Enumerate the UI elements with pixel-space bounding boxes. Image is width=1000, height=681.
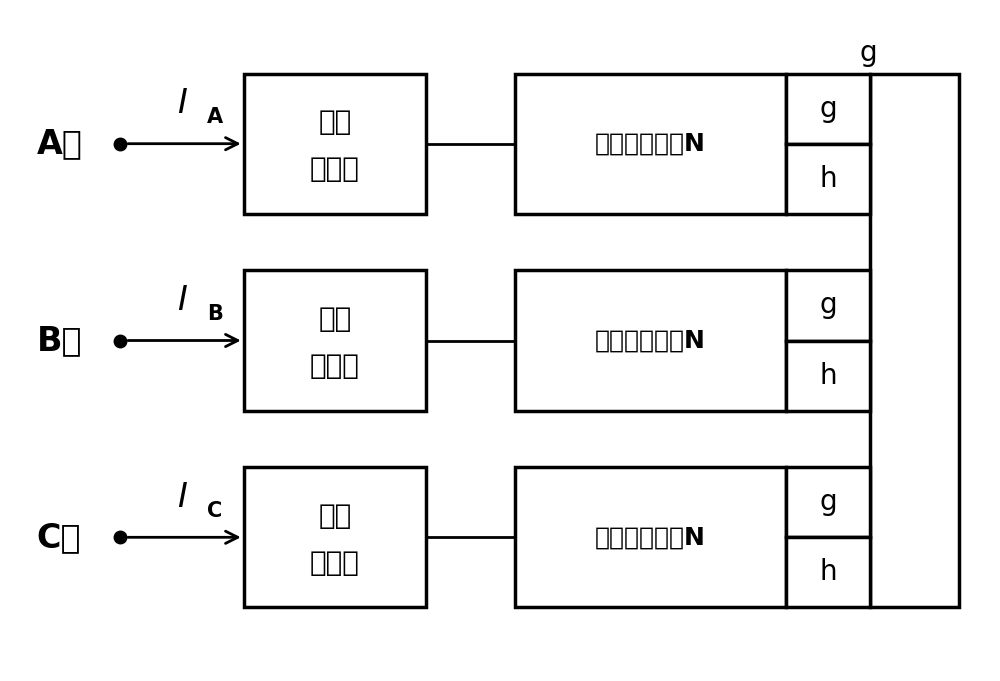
Text: g: g	[860, 39, 878, 67]
Text: A相: A相	[37, 127, 82, 160]
Text: $\mathit{I}$: $\mathit{I}$	[177, 87, 188, 121]
Bar	[870, 74, 959, 607]
Bar	[244, 270, 426, 411]
Bar	[786, 74, 870, 144]
Text: 滤波器: 滤波器	[310, 549, 360, 577]
Text: $\mathit{I}$: $\mathit{I}$	[177, 284, 188, 317]
Bar	[515, 270, 786, 411]
Text: B: B	[207, 304, 223, 324]
Text: g: g	[819, 488, 837, 516]
Text: 高频: 高频	[318, 502, 351, 530]
Bar	[244, 74, 426, 214]
Text: h: h	[819, 362, 837, 390]
Bar	[515, 74, 786, 214]
Text: C: C	[207, 501, 222, 520]
Text: 第二模块单元N: 第二模块单元N	[595, 525, 706, 550]
Bar	[786, 537, 870, 607]
Bar	[786, 270, 870, 340]
Text: h: h	[819, 165, 837, 193]
Text: 第二模块单元N: 第二模块单元N	[595, 328, 706, 353]
Text: 第二模块单元N: 第二模块单元N	[595, 131, 706, 156]
Bar	[515, 467, 786, 607]
Text: 滤波器: 滤波器	[310, 352, 360, 380]
Bar	[244, 467, 426, 607]
Text: A: A	[207, 107, 223, 127]
Bar	[786, 144, 870, 214]
Bar	[786, 340, 870, 411]
Text: B相: B相	[37, 324, 82, 357]
Text: 高频: 高频	[318, 108, 351, 136]
Bar	[786, 467, 870, 537]
Text: g: g	[819, 95, 837, 123]
Text: g: g	[819, 291, 837, 319]
Text: h: h	[819, 558, 837, 586]
Text: 高频: 高频	[318, 305, 351, 333]
Text: C相: C相	[37, 521, 81, 554]
Text: 滤波器: 滤波器	[310, 155, 360, 183]
Text: $\mathit{I}$: $\mathit{I}$	[177, 481, 188, 514]
